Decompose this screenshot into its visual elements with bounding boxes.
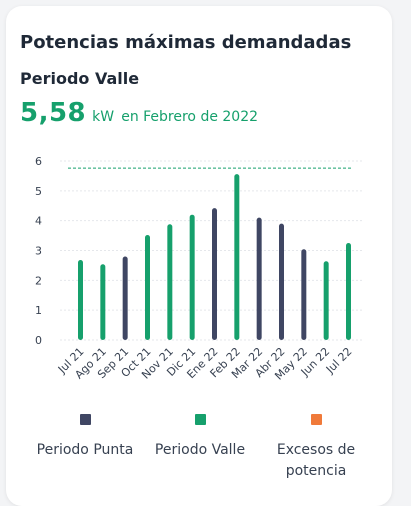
highlight-period: en Febrero de 2022 bbox=[121, 109, 259, 125]
bar bbox=[279, 223, 284, 340]
legend-swatch-valle bbox=[194, 414, 206, 425]
y-tick-label: 0 bbox=[35, 334, 42, 347]
legend-label-excesos: Excesos de potencia bbox=[276, 442, 356, 479]
bar bbox=[189, 214, 195, 340]
y-tick-label: 4 bbox=[35, 215, 42, 228]
y-tick-label: 2 bbox=[35, 274, 42, 287]
bar bbox=[256, 217, 262, 340]
bar bbox=[301, 249, 307, 340]
legend-item-punta[interactable]: Periodo Punta bbox=[20, 414, 150, 461]
bar bbox=[145, 234, 150, 340]
bar bbox=[167, 224, 173, 340]
legend-item-valle[interactable]: Periodo Valle bbox=[135, 414, 265, 461]
bar bbox=[346, 243, 351, 340]
bar bbox=[234, 174, 240, 340]
highlight-value: 5,58 bbox=[20, 98, 87, 128]
period-subtitle: Periodo Valle bbox=[20, 69, 140, 88]
highlight-unit: kW bbox=[92, 109, 115, 125]
highlight-value-row: 5,58 kW en Febrero de 2022 bbox=[20, 98, 258, 128]
legend-label-valle: Periodo Valle bbox=[154, 442, 246, 458]
bar bbox=[212, 208, 217, 340]
legend-swatch-excesos bbox=[310, 414, 322, 425]
bar bbox=[78, 260, 83, 340]
y-tick-label: 6 bbox=[35, 155, 42, 168]
bar bbox=[100, 264, 106, 340]
y-tick-label: 1 bbox=[35, 304, 42, 317]
card-title: Potencias máximas demandadas bbox=[20, 32, 352, 53]
legend-swatch-punta bbox=[79, 414, 91, 425]
legend-label-punta: Periodo Punta bbox=[36, 442, 134, 458]
bar bbox=[122, 256, 128, 340]
y-tick-label: 5 bbox=[35, 185, 42, 198]
bar bbox=[323, 261, 329, 340]
y-tick-label: 3 bbox=[35, 245, 42, 258]
legend-item-excesos[interactable]: Excesos de potencia bbox=[251, 414, 381, 482]
